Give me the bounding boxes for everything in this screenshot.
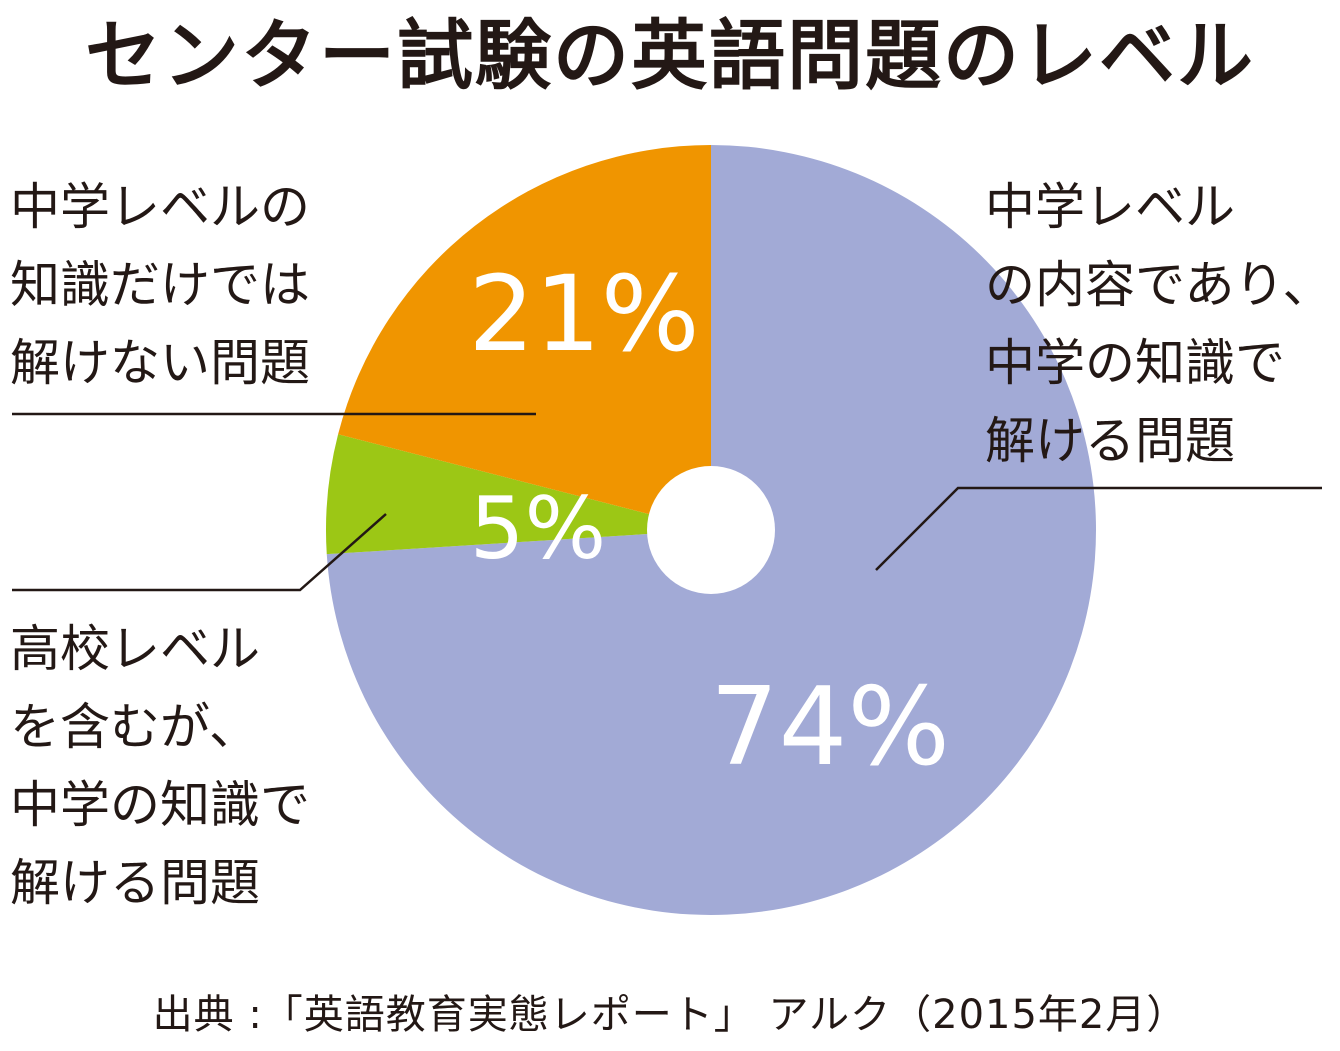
callout-high-school-level: 高校レベル を含むが、 中学の知識で 解ける問題 (10, 620, 310, 912)
donut-hole (647, 466, 775, 594)
leader-line-high-school-level (12, 513, 387, 592)
callout-junior-insufficient: 中学レベルの 知識だけでは 解けない問題 (10, 178, 310, 392)
slice-junior-insufficient (338, 145, 711, 530)
source-note: 出典 :「英語教育実態レポート」 アルク（2015年2月） (152, 992, 1188, 1038)
leader-lines (12, 412, 1322, 592)
percent-labels: 74% 5% 21% (468, 253, 950, 790)
leader-line-junior-level (875, 486, 1322, 571)
label-74-percent: 74% (710, 665, 950, 790)
slice-high-school-level (326, 434, 711, 555)
label-5-percent: 5% (470, 479, 606, 579)
label-21-percent: 21% (468, 253, 699, 375)
callout-junior-level: 中学レベル の内容であり、 中学の知識で 解ける問題 (985, 178, 1333, 470)
chart-title: センター試験の英語問題のレベル (85, 11, 1255, 100)
